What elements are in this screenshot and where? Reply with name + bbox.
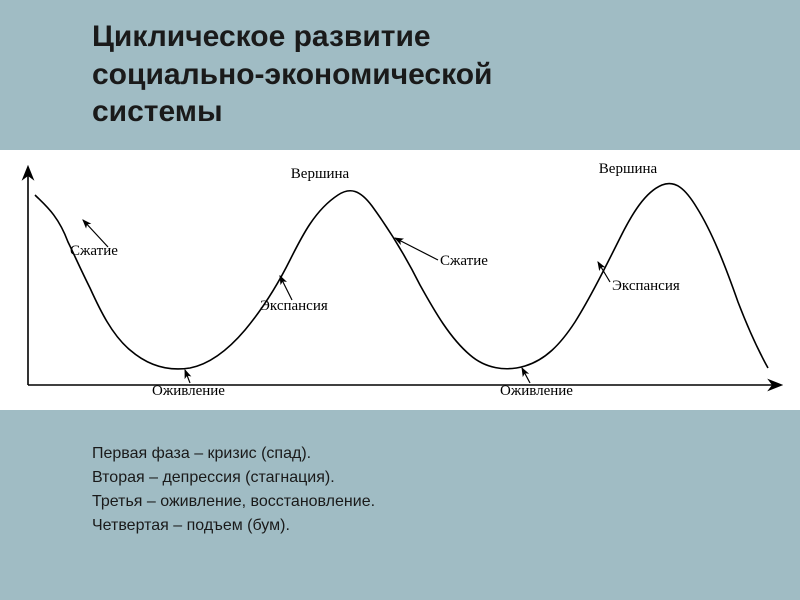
phase-3: Третья – оживление, восстановление. xyxy=(92,490,375,514)
svg-text:Вершина: Вершина xyxy=(599,161,658,177)
label-compress-1: Сжатие xyxy=(70,220,118,259)
label-expand-2: Экспансия xyxy=(598,262,680,294)
label-revive-1: Оживление xyxy=(152,370,225,399)
svg-text:Сжатие: Сжатие xyxy=(440,253,488,269)
label-peak-1: Вершина xyxy=(291,166,350,182)
label-peak-2: Вершина xyxy=(599,161,658,177)
svg-text:Вершина: Вершина xyxy=(291,166,350,182)
title-line-2: социально-экономической xyxy=(92,56,800,94)
phases-list: Первая фаза – кризис (спад). Вторая – де… xyxy=(92,442,375,538)
phase-4: Четвертая – подъем (бум). xyxy=(92,514,375,538)
cycle-curve xyxy=(35,184,768,369)
svg-text:Оживление: Оживление xyxy=(152,383,225,399)
title-line-1: Циклическое развитие xyxy=(92,18,800,56)
label-revive-2: Оживление xyxy=(500,368,573,399)
cycle-chart: Вершина Вершина Сжатие Сжатие Экспансия … xyxy=(0,150,800,410)
phase-2: Вторая – депрессия (стагнация). xyxy=(92,466,375,490)
svg-text:Экспансия: Экспансия xyxy=(612,278,680,294)
title-line-3: системы xyxy=(92,93,800,131)
cycle-chart-svg: Вершина Вершина Сжатие Сжатие Экспансия … xyxy=(0,150,800,410)
svg-text:Сжатие: Сжатие xyxy=(70,243,118,259)
svg-text:Экспансия: Экспансия xyxy=(260,298,328,314)
page-title: Циклическое развитие социально-экономиче… xyxy=(0,0,800,131)
phase-1: Первая фаза – кризис (спад). xyxy=(92,442,375,466)
svg-text:Оживление: Оживление xyxy=(500,383,573,399)
